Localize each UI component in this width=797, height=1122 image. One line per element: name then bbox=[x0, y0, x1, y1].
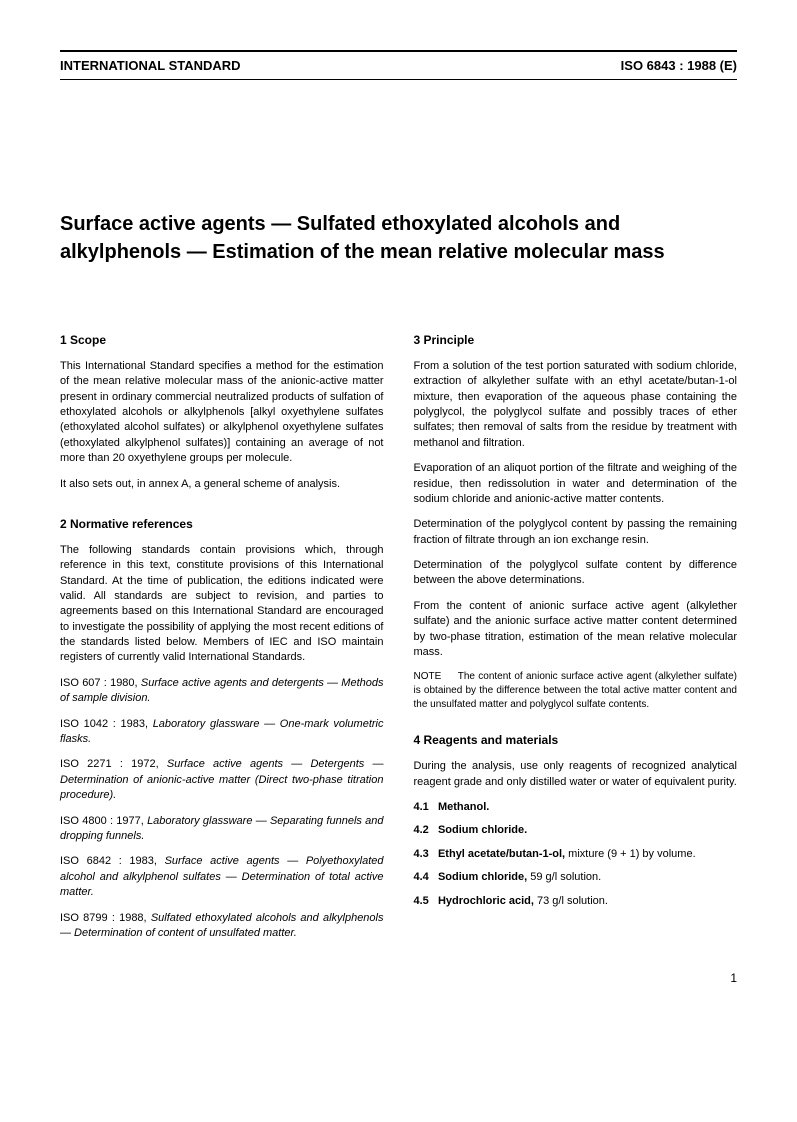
ref-code: ISO 6842 : 1983, bbox=[60, 855, 157, 867]
principle-note: NOTE The content of anionic surface acti… bbox=[414, 670, 738, 712]
reagent-item: 4.2 Sodium chloride. bbox=[414, 823, 738, 838]
reagent-num: 4.4 bbox=[414, 871, 429, 883]
principle-p1: From a solution of the test portion satu… bbox=[414, 359, 738, 451]
reagent-name: Sodium chloride. bbox=[438, 824, 527, 836]
ref-item: ISO 607 : 1980, Surface active agents an… bbox=[60, 676, 384, 707]
reagent-name: Hydrochloric acid, bbox=[438, 895, 534, 907]
scope-p2: It also sets out, in annex A, a general … bbox=[60, 477, 384, 492]
scope-p1: This International Standard specifies a … bbox=[60, 359, 384, 467]
right-column: 3 Principle From a solution of the test … bbox=[414, 316, 738, 951]
principle-p2: Evaporation of an aliquot portion of the… bbox=[414, 461, 738, 507]
reagent-desc: mixture (9 + 1) by volume. bbox=[565, 848, 696, 860]
ref-item: ISO 6842 : 1983, Surface active agents —… bbox=[60, 854, 384, 900]
reagent-item: 4.3 Ethyl acetate/butan-1-ol, mixture (9… bbox=[414, 847, 738, 862]
ref-item: ISO 1042 : 1983, Laboratory glassware — … bbox=[60, 717, 384, 748]
note-text: The content of anionic surface active ag… bbox=[414, 671, 738, 710]
header-right: ISO 6843 : 1988 (E) bbox=[621, 58, 737, 73]
scope-heading: 1 Scope bbox=[60, 332, 384, 349]
principle-p4: Determination of the polyglycol sulfate … bbox=[414, 558, 738, 589]
reagent-num: 4.3 bbox=[414, 848, 429, 860]
ref-code: ISO 8799 : 1988, bbox=[60, 912, 147, 924]
header-left: INTERNATIONAL STANDARD bbox=[60, 58, 241, 73]
reagent-name: Sodium chloride, bbox=[438, 871, 527, 883]
ref-code: ISO 607 : 1980, bbox=[60, 677, 138, 689]
header-bar: INTERNATIONAL STANDARD ISO 6843 : 1988 (… bbox=[60, 50, 737, 80]
reagent-num: 4.1 bbox=[414, 801, 429, 813]
reagent-num: 4.2 bbox=[414, 824, 429, 836]
normative-heading: 2 Normative references bbox=[60, 516, 384, 533]
reagent-num: 4.5 bbox=[414, 895, 429, 907]
left-column: 1 Scope This International Standard spec… bbox=[60, 316, 384, 951]
reagent-desc: 59 g/l solution. bbox=[527, 871, 601, 883]
principle-heading: 3 Principle bbox=[414, 332, 738, 349]
ref-item: ISO 4800 : 1977, Laboratory glassware — … bbox=[60, 814, 384, 845]
reagent-name: Methanol. bbox=[438, 801, 489, 813]
principle-p5: From the content of anionic surface acti… bbox=[414, 599, 738, 661]
document-title: Surface active agents — Sulfated ethoxyl… bbox=[60, 210, 737, 266]
content-columns: 1 Scope This International Standard spec… bbox=[60, 316, 737, 951]
principle-p3: Determination of the polyglycol content … bbox=[414, 517, 738, 548]
ref-code: ISO 4800 : 1977, bbox=[60, 815, 144, 827]
reagent-desc: 73 g/l solution. bbox=[534, 895, 608, 907]
ref-item: ISO 2271 : 1972, Surface active agents —… bbox=[60, 757, 384, 803]
reagent-name: Ethyl acetate/butan-1-ol, bbox=[438, 848, 565, 860]
reagents-heading: 4 Reagents and materials bbox=[414, 732, 738, 749]
page-number: 1 bbox=[60, 971, 737, 985]
ref-code: ISO 1042 : 1983, bbox=[60, 718, 148, 730]
reagents-p1: During the analysis, use only reagents o… bbox=[414, 759, 738, 790]
ref-item: ISO 8799 : 1988, Sulfated ethoxylated al… bbox=[60, 911, 384, 942]
reagent-item: 4.4 Sodium chloride, 59 g/l solution. bbox=[414, 870, 738, 885]
normative-p1: The following standards contain provisio… bbox=[60, 543, 384, 666]
note-label: NOTE bbox=[414, 671, 442, 682]
reagent-item: 4.1 Methanol. bbox=[414, 800, 738, 815]
reagent-item: 4.5 Hydrochloric acid, 73 g/l solution. bbox=[414, 894, 738, 909]
ref-code: ISO 2271 : 1972, bbox=[60, 758, 159, 770]
